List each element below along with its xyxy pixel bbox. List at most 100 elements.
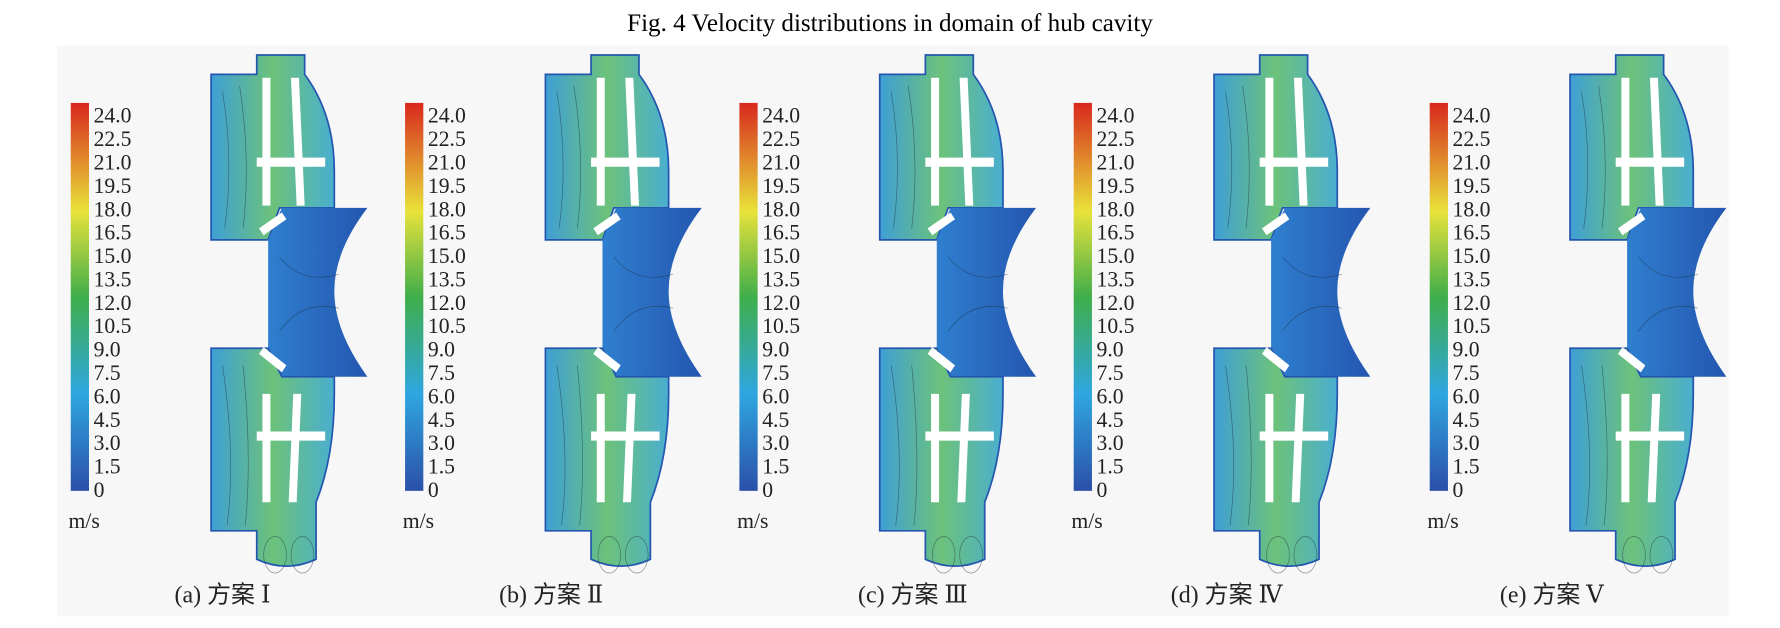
colorbar-label: 16.5 bbox=[1097, 221, 1135, 245]
nozzle-flow bbox=[1271, 207, 1371, 377]
blade-gap bbox=[256, 77, 326, 236]
colorbar-label: 15.0 bbox=[1097, 244, 1135, 268]
colorbar-label: 15.0 bbox=[94, 244, 132, 268]
colorbar-label: 22.5 bbox=[1097, 127, 1135, 151]
colorbar-label: 24.0 bbox=[1097, 104, 1135, 128]
panel-caption: (c) 方案 Ⅲ bbox=[858, 581, 968, 608]
colorbar-label: 3.0 bbox=[1453, 431, 1480, 455]
streamlines bbox=[890, 85, 1008, 574]
colorbar-label: 15.0 bbox=[428, 244, 466, 268]
colorbar-label: 19.5 bbox=[428, 174, 466, 198]
colorbar-label: 4.5 bbox=[428, 408, 455, 432]
colorbar-label: 16.5 bbox=[94, 221, 132, 245]
panel-caption: (a) 方案 Ⅰ bbox=[175, 581, 271, 608]
blade-gap bbox=[1615, 77, 1685, 236]
colorbar-unit: m/s bbox=[68, 509, 99, 533]
colorbar-label: 22.5 bbox=[762, 127, 800, 151]
colorbar-label: 0 bbox=[428, 478, 439, 502]
colorbar-unit: m/s bbox=[1071, 509, 1102, 533]
colorbar-label: 12.0 bbox=[428, 291, 466, 315]
colorbar-label: 13.5 bbox=[94, 267, 132, 291]
colorbar-label: 18.0 bbox=[428, 197, 466, 221]
colorbar-label: 7.5 bbox=[1097, 361, 1124, 385]
colorbar-label: 10.5 bbox=[1453, 314, 1491, 338]
colorbar-label: 6.0 bbox=[1097, 384, 1124, 408]
colorbar-label: 7.5 bbox=[428, 361, 455, 385]
colorbar-label: 22.5 bbox=[1453, 127, 1491, 151]
colorbar-label: 15.0 bbox=[762, 244, 800, 268]
lower-cavity bbox=[878, 347, 1004, 568]
colorbar-label: 1.5 bbox=[1453, 455, 1480, 479]
colorbar-label: 3.0 bbox=[762, 431, 789, 455]
lower-cavity bbox=[1213, 347, 1339, 568]
colorbar bbox=[70, 102, 89, 491]
colorbar-label: 24.0 bbox=[428, 104, 466, 128]
colorbar-label: 0 bbox=[1453, 478, 1464, 502]
colorbar-label: 13.5 bbox=[762, 267, 800, 291]
colorbar-label: 9.0 bbox=[1453, 338, 1480, 362]
panel-caption: (d) 方案 Ⅳ bbox=[1171, 581, 1284, 608]
colorbar-label: 22.5 bbox=[94, 127, 132, 151]
colorbar bbox=[1429, 102, 1448, 491]
colorbar-label: 10.5 bbox=[1097, 314, 1135, 338]
colorbar-label: 3.0 bbox=[94, 431, 121, 455]
colorbar-label: 24.0 bbox=[1453, 104, 1491, 128]
cavity-contour bbox=[1569, 54, 1727, 574]
nozzle-flow bbox=[936, 207, 1037, 377]
nozzle-flow bbox=[268, 207, 368, 377]
colorbar-label: 0 bbox=[762, 478, 773, 502]
colorbar-label: 3.0 bbox=[428, 431, 455, 455]
colorbar-unit: m/s bbox=[1427, 509, 1458, 533]
colorbar-label: 12.0 bbox=[1453, 291, 1491, 315]
colorbar-unit: m/s bbox=[737, 509, 768, 533]
figure-title: Fig. 4 Velocity distributions in domain … bbox=[627, 10, 1153, 37]
colorbar-label: 19.5 bbox=[94, 174, 132, 198]
cavity-contour bbox=[878, 54, 1037, 574]
colorbar-label: 12.0 bbox=[762, 291, 800, 315]
cavity-contour bbox=[210, 54, 368, 574]
velocity-panel: 24.022.521.019.518.016.515.013.512.010.5… bbox=[68, 54, 368, 608]
lower-cavity bbox=[1569, 347, 1695, 568]
colorbar-label: 1.5 bbox=[428, 455, 455, 479]
velocity-panel: 24.022.521.019.518.016.515.013.512.010.5… bbox=[737, 54, 1037, 608]
colorbar-label: 18.0 bbox=[94, 197, 132, 221]
colorbar-label: 18.0 bbox=[762, 197, 800, 221]
colorbar-label: 21.0 bbox=[428, 150, 466, 174]
colorbar-label: 10.5 bbox=[94, 314, 132, 338]
colorbar-label: 21.0 bbox=[1097, 150, 1135, 174]
colorbar-label: 7.5 bbox=[762, 361, 789, 385]
cavity-contour bbox=[544, 54, 702, 574]
colorbar-label: 7.5 bbox=[1453, 361, 1480, 385]
nozzle-flow bbox=[1627, 207, 1727, 377]
colorbar-label: 0 bbox=[1097, 478, 1108, 502]
streamlines bbox=[1581, 85, 1698, 574]
colorbar-label: 4.5 bbox=[1453, 408, 1480, 432]
colorbar-label: 13.5 bbox=[428, 267, 466, 291]
colorbar-label: 1.5 bbox=[94, 455, 121, 479]
blade-gap bbox=[591, 347, 660, 503]
cavity-contour bbox=[1213, 54, 1371, 574]
colorbar-label: 1.5 bbox=[1097, 455, 1124, 479]
streamlines bbox=[222, 85, 339, 574]
colorbar bbox=[739, 102, 758, 491]
colorbar-label: 18.0 bbox=[1453, 197, 1491, 221]
colorbar bbox=[405, 102, 424, 491]
colorbar-label: 24.0 bbox=[94, 104, 132, 128]
colorbar-label: 9.0 bbox=[762, 338, 789, 362]
colorbar-label: 1.5 bbox=[762, 455, 789, 479]
colorbar-label: 3.0 bbox=[1097, 431, 1124, 455]
panels: 24.022.521.019.518.016.515.013.512.010.5… bbox=[68, 54, 1727, 608]
colorbar-label: 9.0 bbox=[428, 338, 455, 362]
nozzle-flow bbox=[602, 207, 702, 377]
colorbar-label: 12.0 bbox=[1097, 291, 1135, 315]
blade-gap bbox=[925, 77, 994, 236]
colorbar-label: 21.0 bbox=[94, 150, 132, 174]
blade-gap bbox=[1259, 77, 1329, 236]
velocity-panel: 24.022.521.019.518.016.515.013.512.010.5… bbox=[1071, 54, 1371, 608]
colorbar-label: 10.5 bbox=[428, 314, 466, 338]
colorbar-label: 16.5 bbox=[1453, 221, 1491, 245]
colorbar bbox=[1073, 102, 1092, 491]
colorbar-label: 19.5 bbox=[762, 174, 800, 198]
streamlines bbox=[1225, 85, 1342, 574]
